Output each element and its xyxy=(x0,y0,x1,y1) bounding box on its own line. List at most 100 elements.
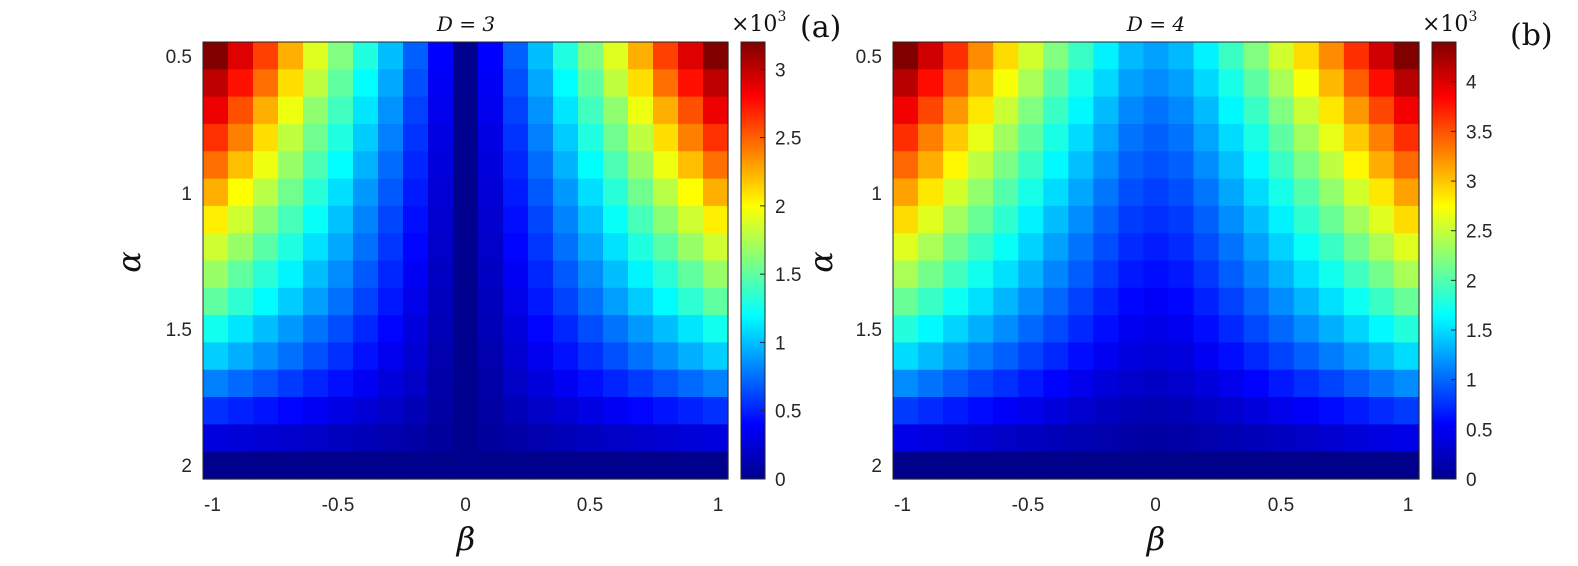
heatmap-cell xyxy=(1043,369,1069,398)
heatmap-cell xyxy=(278,123,304,152)
heatmap-cell xyxy=(1243,42,1270,70)
heatmap-cell xyxy=(228,397,254,425)
heatmap-cell xyxy=(1118,315,1145,344)
colorbar-tick-label: 1.5 xyxy=(1466,321,1492,342)
heatmap-cell xyxy=(1343,397,1370,425)
heatmap-cell xyxy=(993,397,1019,425)
heatmap-cell xyxy=(228,342,254,371)
heatmap-cell xyxy=(1043,287,1069,316)
heatmap-cell xyxy=(653,69,679,98)
heatmap-cell xyxy=(1168,123,1195,152)
heatmap-cell xyxy=(1118,369,1145,398)
heatmap-cell xyxy=(1343,96,1370,125)
heatmap-cell xyxy=(1043,69,1069,98)
heatmap-cell xyxy=(678,178,704,207)
heatmap-cell xyxy=(1243,315,1270,344)
heatmap-cell xyxy=(1043,42,1069,70)
heatmap-cell xyxy=(993,369,1019,398)
heatmap-cell xyxy=(528,260,554,289)
heatmap-cell xyxy=(678,205,704,234)
heatmap-cell xyxy=(303,369,329,398)
heatmap-cell xyxy=(1118,178,1145,207)
heatmap-cell xyxy=(1318,451,1345,480)
heatmap-cell xyxy=(453,424,479,453)
heatmap-cell xyxy=(1368,233,1395,262)
heatmap-cell xyxy=(553,42,579,70)
heatmap-cell xyxy=(353,96,379,125)
heatmap-cell xyxy=(553,342,579,371)
heatmap-cell xyxy=(1018,424,1044,453)
heatmap-cell xyxy=(1143,233,1170,262)
heatmap-cell xyxy=(453,233,479,262)
heatmap-cell xyxy=(968,451,994,480)
heatmap-cell xyxy=(943,315,969,344)
heatmap-cell xyxy=(1243,342,1270,371)
heatmap-cell xyxy=(228,233,254,262)
heatmap-cell xyxy=(1218,424,1245,453)
heatmap-cell xyxy=(1043,315,1069,344)
heatmap-cell xyxy=(528,69,554,98)
heatmap-cell xyxy=(1243,287,1270,316)
heatmap-cell xyxy=(1318,96,1345,125)
heatmap-cell xyxy=(1368,369,1395,398)
heatmap-cell xyxy=(378,287,404,316)
heatmap-cell xyxy=(478,397,504,425)
heatmap-cell xyxy=(553,369,579,398)
heatmap-cell xyxy=(1143,424,1170,453)
heatmap-cell xyxy=(353,123,379,152)
heatmap-cell xyxy=(228,287,254,316)
heatmap-cell xyxy=(1243,69,1270,98)
heatmap-cell xyxy=(1243,369,1270,398)
heatmap-cell xyxy=(918,369,944,398)
heatmap-cell xyxy=(228,205,254,234)
heatmap-cell xyxy=(503,342,529,371)
heatmap-cell xyxy=(1243,151,1270,180)
heatmap-cell xyxy=(918,178,944,207)
heatmap-cell xyxy=(253,424,279,453)
heatmap-cell xyxy=(1218,69,1245,98)
heatmap-cell xyxy=(703,260,729,289)
heatmap-cell xyxy=(653,205,679,234)
heatmap-cell xyxy=(1218,369,1245,398)
heatmap-cell xyxy=(328,205,354,234)
colorbar-multiplier-a: ×103 xyxy=(731,9,786,37)
heatmap-cell xyxy=(1293,69,1320,98)
heatmap-cell xyxy=(653,369,679,398)
heatmap-cell xyxy=(328,69,354,98)
heatmap-cell xyxy=(653,96,679,125)
heatmap-cell xyxy=(1268,315,1295,344)
heatmap-cell xyxy=(428,287,454,316)
heatmap-cell xyxy=(1368,96,1395,125)
heatmap-cell xyxy=(1218,342,1245,371)
heatmap-cell xyxy=(1068,151,1094,180)
heatmap-cell xyxy=(628,233,654,262)
heatmap-cell xyxy=(1193,369,1220,398)
heatmap-cell xyxy=(1193,315,1220,344)
heatmap-cell xyxy=(1068,315,1094,344)
heatmap-cell xyxy=(678,233,704,262)
heatmap-cell xyxy=(703,369,729,398)
heatmap-cell xyxy=(1143,69,1170,98)
heatmap-cell xyxy=(528,451,554,480)
heatmap-cell xyxy=(1143,451,1170,480)
heatmap-cell xyxy=(893,178,919,207)
heatmap-cell xyxy=(703,42,729,70)
heatmap-cell xyxy=(943,178,969,207)
heatmap-cell xyxy=(653,424,679,453)
heatmap-cell xyxy=(503,451,529,480)
heatmap-cell xyxy=(968,123,994,152)
heatmap-cell xyxy=(428,178,454,207)
heatmap-cell xyxy=(1318,397,1345,425)
heatmap-cell xyxy=(1293,287,1320,316)
heatmap-cell xyxy=(503,260,529,289)
heatmap-cell xyxy=(1243,123,1270,152)
heatmap-cell xyxy=(478,342,504,371)
colorbar-tick-label: 1 xyxy=(775,333,786,354)
heatmap-cell xyxy=(943,69,969,98)
heatmap-cell xyxy=(1393,151,1420,180)
heatmap-cell xyxy=(1293,96,1320,125)
heatmap-cell xyxy=(303,287,329,316)
heatmap-cell xyxy=(478,69,504,98)
heatmap-cell xyxy=(553,260,579,289)
